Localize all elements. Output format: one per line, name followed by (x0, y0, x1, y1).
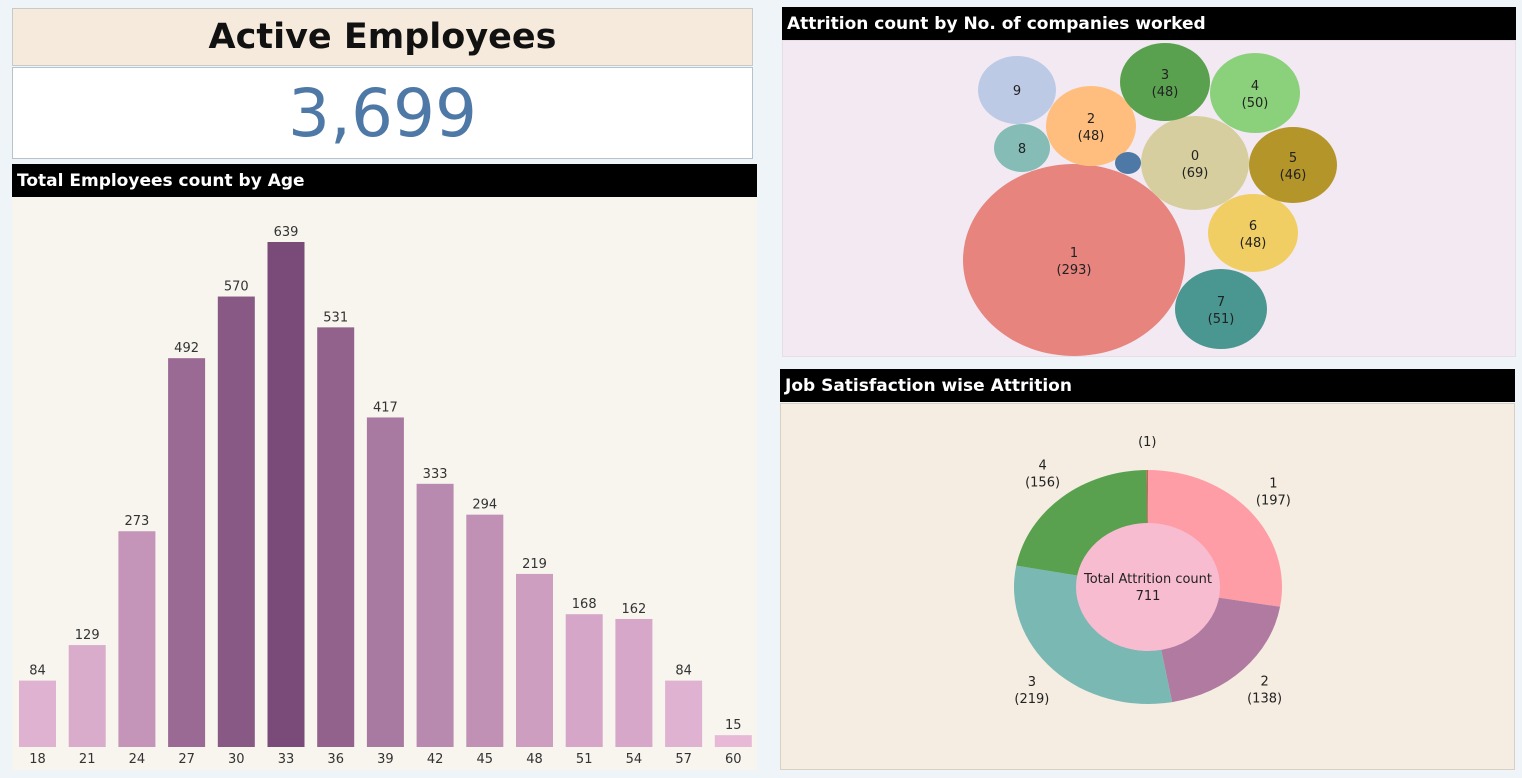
bar-age-27[interactable] (168, 358, 206, 747)
x-tick-label: 36 (327, 752, 344, 767)
bar-age-51[interactable] (565, 614, 603, 747)
bar-age-60[interactable] (714, 735, 752, 747)
x-tick-label: 42 (427, 752, 444, 767)
x-tick-label: 57 (675, 752, 692, 767)
bar-age-33[interactable] (267, 242, 305, 747)
bubble-unlabeled[interactable] (1115, 152, 1141, 174)
bar-age-18[interactable] (19, 680, 56, 747)
bubble-label: 4 (1251, 79, 1259, 94)
bubble-2[interactable]: 2 (48) (1046, 86, 1136, 166)
donut-center (1076, 523, 1220, 651)
donut-slice-value: (219) (1014, 692, 1049, 707)
x-tick-label: 39 (377, 752, 394, 767)
bar-value-label: 531 (323, 310, 348, 325)
bar-value-label: 492 (174, 341, 199, 356)
bar-age-45[interactable] (466, 514, 504, 747)
bar-age-24[interactable] (118, 531, 156, 747)
x-tick-label: 18 (29, 752, 46, 767)
bubble-7[interactable]: 7 (51) (1175, 269, 1267, 349)
donut-center-label: Total Attrition count (1083, 572, 1212, 587)
age-bar-chart-svg: 84 18 129 21 273 24 492 27 570 30 639 33 531 36 417 39 3… (19, 225, 752, 767)
donut-slice-value: (138) (1247, 691, 1282, 706)
bubble-5[interactable]: 5 (46) (1249, 127, 1337, 203)
bubble-value: (69) (1182, 166, 1209, 181)
bubble-value: (293) (1057, 263, 1092, 278)
bar-value-label: 84 (29, 664, 46, 679)
donut-slice-value: (197) (1256, 493, 1291, 508)
bubble-label: 6 (1249, 219, 1257, 234)
donut-slice-label: 4 (1038, 458, 1046, 473)
bar-value-label: 219 (522, 557, 547, 572)
bubble-3[interactable]: 3 (48) (1120, 43, 1210, 121)
bar-age-54[interactable] (615, 618, 653, 747)
bubble-6[interactable]: 6 (48) (1208, 194, 1298, 272)
bubble-value: (46) (1280, 168, 1307, 183)
bar-age-57[interactable] (665, 680, 703, 747)
donut-slice-label: 2 (1260, 674, 1268, 689)
bubble-label: 5 (1289, 151, 1297, 166)
bubble-8[interactable]: 8 (994, 124, 1050, 172)
bubble-value: (48) (1078, 129, 1105, 144)
x-tick-label: 60 (725, 752, 742, 767)
bubble-label: 1 (1070, 246, 1078, 261)
bar-age-36[interactable] (317, 327, 355, 747)
companies-bubble-chart-svg: 1 (293) 0 (69) 7 (51) 4 (50) 2 (48) 3 (48) 6 (48) 5 (46… (963, 43, 1337, 356)
age-bar-chart[interactable]: 84 18 129 21 273 24 492 27 570 30 639 33 531 36 417 39 3… (12, 197, 757, 770)
bar-age-42[interactable] (416, 483, 454, 747)
x-tick-label: 48 (526, 752, 543, 767)
donut-slice-label: 3 (1028, 675, 1036, 690)
companies-bubble-chart[interactable]: 1 (293) 0 (69) 7 (51) 4 (50) 2 (48) 3 (48) 6 (48) 5 (46… (782, 40, 1516, 357)
bar-chart-title: Total Employees count by Age (12, 164, 757, 197)
bar-value-label: 294 (472, 498, 497, 513)
x-tick-label: 21 (79, 752, 96, 767)
bubble-label: 3 (1161, 68, 1169, 83)
bar-value-label: 333 (423, 467, 448, 482)
x-tick-label: 54 (626, 752, 643, 767)
bar-age-21[interactable] (68, 645, 106, 747)
bubble-9[interactable]: 9 (978, 56, 1056, 124)
x-tick-label: 45 (477, 752, 494, 767)
bubble-label: 9 (1013, 84, 1021, 99)
bar-value-label: 129 (75, 628, 100, 643)
x-tick-label: 30 (228, 752, 245, 767)
x-tick-label: 24 (129, 752, 146, 767)
bubble-label: 8 (1018, 142, 1026, 157)
kpi-value: 3,699 (12, 67, 753, 159)
bubble-label: 7 (1217, 295, 1225, 310)
bubble-1[interactable]: 1 (293) (963, 164, 1185, 356)
bar-value-label: 570 (224, 280, 249, 295)
bubble-label: 0 (1191, 149, 1199, 164)
bar-value-label: 639 (274, 225, 299, 240)
satisfaction-donut-chart-svg: 1 (197) 2 (138) 3 (219) 4 (156) (1) Total Attriti… (1014, 435, 1291, 707)
x-tick-label: 51 (576, 752, 593, 767)
bubble-value: (48) (1240, 236, 1267, 251)
bar-value-label: 168 (572, 597, 597, 612)
bar-age-30[interactable] (217, 296, 255, 747)
donut-slice-value: (1) (1138, 435, 1156, 450)
bar-value-label: 417 (373, 400, 398, 415)
bubble-chart-title: Attrition count by No. of companies work… (782, 7, 1516, 40)
x-tick-label: 27 (178, 752, 195, 767)
satisfaction-donut-chart[interactable]: 1 (197) 2 (138) 3 (219) 4 (156) (1) Total Attriti… (780, 403, 1515, 770)
bar-value-label: 273 (124, 514, 149, 529)
bar-value-label: 84 (675, 664, 692, 679)
bubble-value: (50) (1242, 96, 1269, 111)
bubble-4[interactable]: 4 (50) (1210, 53, 1300, 133)
x-tick-label: 33 (278, 752, 295, 767)
bar-age-39[interactable] (366, 417, 404, 747)
donut-center-value: 711 (1136, 589, 1161, 604)
bar-value-label: 15 (725, 718, 742, 733)
kpi-title: Active Employees (12, 8, 753, 66)
bar-age-48[interactable] (516, 573, 553, 747)
bubble-value: (48) (1152, 85, 1179, 100)
bubble-0[interactable]: 0 (69) (1141, 116, 1249, 210)
donut-slice-label: 1 (1269, 476, 1277, 491)
bubble-label: 2 (1087, 112, 1095, 127)
donut-slice-value: (156) (1025, 475, 1060, 490)
bubble-value: (51) (1208, 312, 1235, 327)
bar-value-label: 162 (621, 602, 646, 617)
donut-chart-title: Job Satisfaction wise Attrition (780, 369, 1515, 402)
